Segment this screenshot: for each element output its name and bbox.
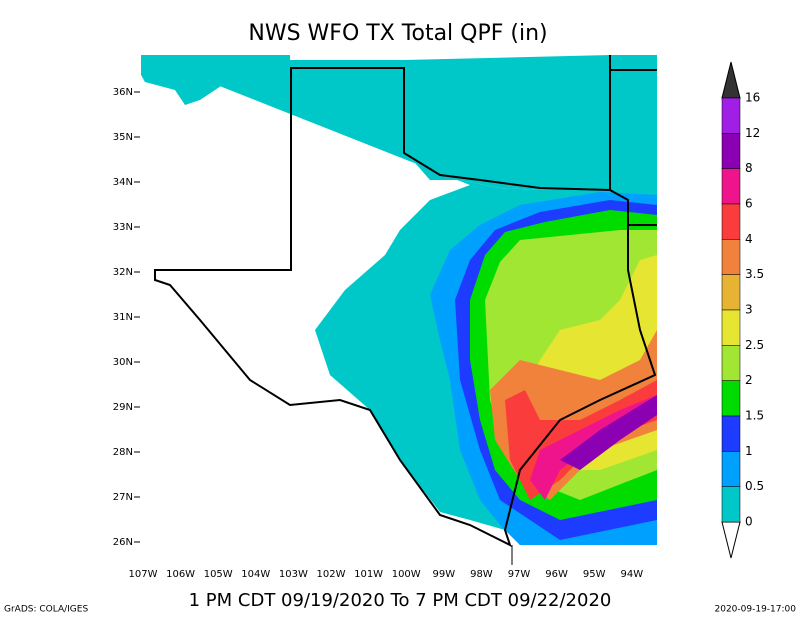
lat-label: 27N <box>113 492 133 503</box>
colorbar-label: 16 <box>745 91 760 105</box>
colorbar-box <box>721 203 741 240</box>
precip-cyan-north <box>404 55 610 190</box>
lon-label: 105W <box>204 569 233 580</box>
colorbar: 16 12 8 6 4 3.5 3 2.5 2 1.5 1 0.5 0 <box>721 61 764 559</box>
colorbar-box <box>721 345 741 381</box>
lat-label: 36N <box>113 87 133 98</box>
lon-label: 101W <box>354 569 383 580</box>
colorbar-box <box>721 380 741 417</box>
colorbar-label: 8 <box>745 161 753 175</box>
lat-label: 34N <box>113 177 133 188</box>
colorbar-box <box>721 451 741 487</box>
timestamp: 2020-09-19-17:00 <box>715 605 797 615</box>
lat-label: 33N <box>113 222 133 233</box>
colorbar-label: 3.5 <box>745 267 764 281</box>
lat-label: 29N <box>113 402 133 413</box>
colorbar-label: 12 <box>745 126 760 140</box>
colorbar-box <box>721 133 741 169</box>
texas-outline <box>154 67 657 547</box>
colorbar-label: 3 <box>745 303 753 317</box>
colorbar-top-arrow <box>721 61 741 99</box>
valid-period: 1 PM CDT 09/19/2020 To 7 PM CDT 09/22/20… <box>189 590 612 611</box>
colorbar-label: 0.5 <box>745 479 764 493</box>
colorbar-label: 1.5 <box>745 409 764 423</box>
lon-label: 97W <box>508 569 531 580</box>
colorbar-label: 2.5 <box>745 338 764 352</box>
lat-axis: 36N 35N 34N 33N 32N 31N 30N 29N 28N 27N 26N <box>113 87 140 548</box>
lon-label: 106W <box>166 569 195 580</box>
colorbar-label: 2 <box>745 373 753 387</box>
lon-label: 98W <box>470 569 493 580</box>
lon-label: 107W <box>129 569 158 580</box>
lat-label: 30N <box>113 357 133 368</box>
lon-label: 100W <box>392 569 421 580</box>
colorbar-box <box>721 97 741 134</box>
colorbar-label: 6 <box>745 197 753 211</box>
colorbar-box <box>721 486 741 523</box>
lon-label: 102W <box>317 569 346 580</box>
colorbar-box <box>721 274 741 311</box>
colorbar-bottom-arrow <box>721 521 741 559</box>
colorbar-box <box>721 309 741 346</box>
colorbar-box <box>721 239 741 275</box>
colorbar-box <box>721 168 741 205</box>
precip-purple <box>560 395 657 470</box>
lon-label: 94W <box>620 569 643 580</box>
map-area <box>141 55 657 565</box>
lat-label: 26N <box>113 537 133 548</box>
credit: GrADS: COLA/IGES <box>4 605 88 615</box>
lon-label: 96W <box>545 569 568 580</box>
colorbar-box <box>721 415 741 452</box>
lat-label: 28N <box>113 447 133 458</box>
lat-label: 35N <box>113 132 133 143</box>
colorbar-label: 4 <box>745 232 753 246</box>
lon-label: 95W <box>583 569 606 580</box>
lat-label: 31N <box>113 312 133 323</box>
colorbar-label: 0 <box>745 515 753 529</box>
lon-label: 104W <box>241 569 270 580</box>
lat-label: 32N <box>113 267 133 278</box>
lon-axis: 107W 106W 105W 104W 103W 102W 101W 100W 99W 98W 97… <box>129 569 644 580</box>
lon-label: 103W <box>279 569 308 580</box>
map-title: NWS WFO TX Total QPF (in) <box>248 21 547 46</box>
colorbar-label: 1 <box>745 444 753 458</box>
lon-label: 99W <box>432 569 455 580</box>
